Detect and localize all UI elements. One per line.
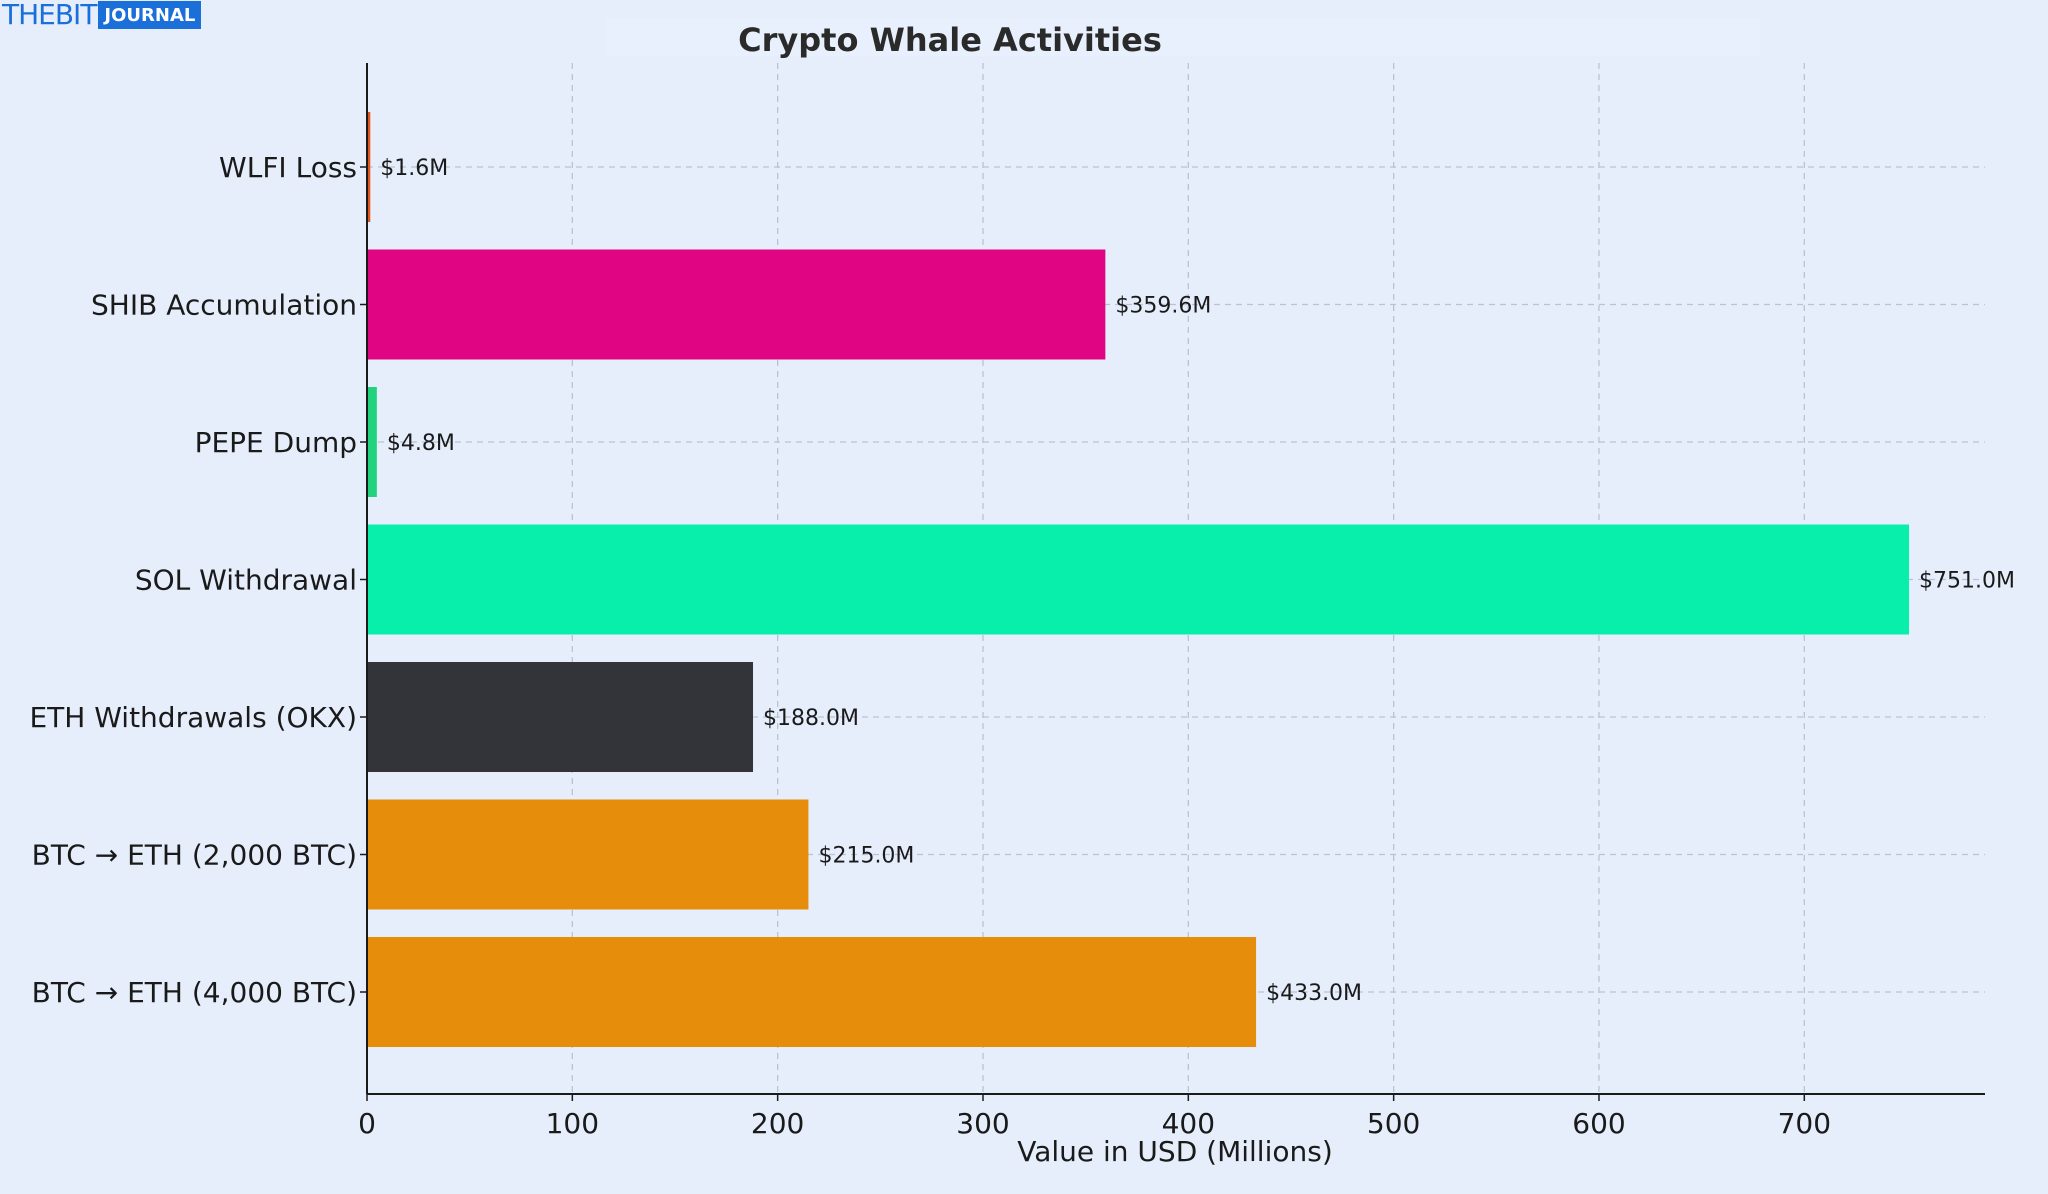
category-label: BTC → ETH (4,000 BTC) <box>32 976 357 1009</box>
bar-value-label: $215.0M <box>818 844 914 869</box>
bar <box>367 387 377 497</box>
bar <box>367 524 1910 635</box>
x-tick-label: 100 <box>546 1107 599 1140</box>
x-tick-label: 600 <box>1572 1107 1625 1140</box>
bar-value-label: $751.0M <box>1919 569 2015 594</box>
bars-layer <box>367 112 1910 1047</box>
labels-layer: $1.6M $359.6M $4.8M $751.0M $188.0M $215.0M $4… <box>29 151 2015 1140</box>
category-label: WLFI Loss <box>219 151 357 184</box>
x-tick-label: 200 <box>751 1107 804 1140</box>
category-label: SOL Withdrawal <box>135 564 357 597</box>
bar-value-label: $4.8M <box>387 431 455 456</box>
category-label: PEPE Dump <box>195 426 357 459</box>
chart-title: Crypto Whale Activities <box>738 21 1162 59</box>
bar <box>367 937 1257 1047</box>
logo-tag-text: JOURNAL <box>98 1 202 29</box>
x-tick-label: 400 <box>1162 1107 1215 1140</box>
bar-value-label: $359.6M <box>1115 294 1211 319</box>
brand-logo: THEBIT JOURNAL <box>2 0 202 31</box>
bar-value-label: $188.0M <box>763 706 859 731</box>
bar <box>367 799 809 910</box>
x-tick-label: 300 <box>956 1107 1009 1140</box>
logo-brand-text: THEBIT <box>2 0 97 31</box>
category-label: ETH Withdrawals (OKX) <box>29 701 357 734</box>
bar <box>367 112 371 222</box>
bar <box>367 662 754 772</box>
bar <box>367 249 1106 360</box>
bar-value-label: $1.6M <box>380 156 448 181</box>
category-label: BTC → ETH (2,000 BTC) <box>32 839 357 872</box>
axes-layer <box>360 63 1985 1101</box>
x-tick-label: 500 <box>1367 1107 1420 1140</box>
title-backdrop <box>606 18 1760 56</box>
category-label: SHIB Accumulation <box>91 289 357 322</box>
x-tick-label: 700 <box>1778 1107 1831 1140</box>
bar-value-label: $433.0M <box>1266 981 1362 1006</box>
x-axis-label: Value in USD (Millions) <box>1017 1135 1333 1168</box>
x-tick-label: 0 <box>358 1107 376 1140</box>
